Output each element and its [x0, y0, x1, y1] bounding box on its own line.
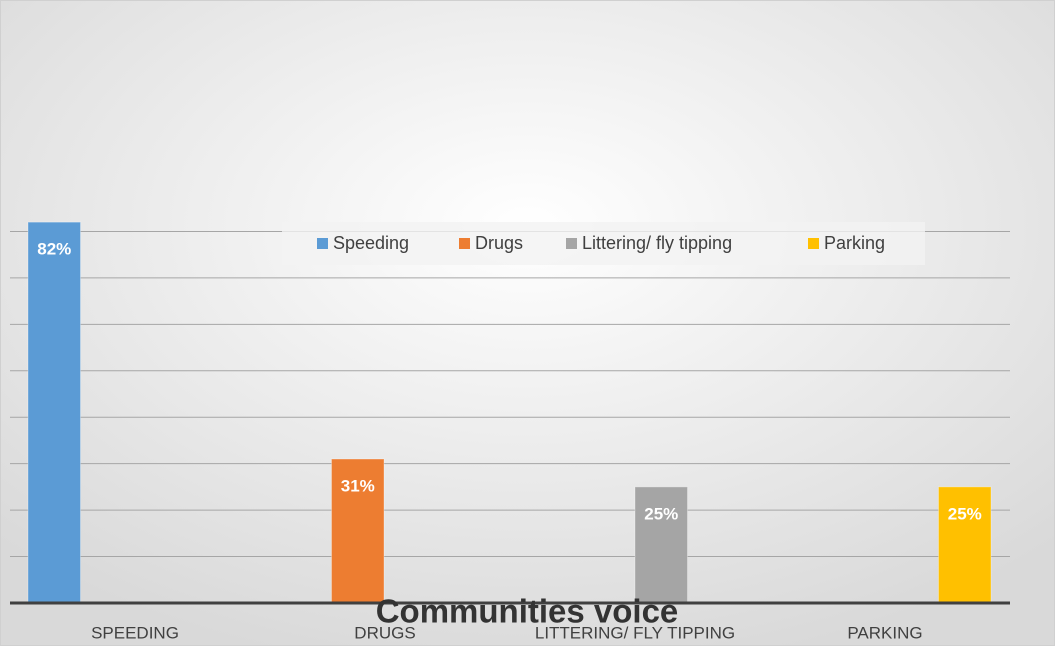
legend-swatch — [566, 238, 577, 249]
legend-swatch — [317, 238, 328, 249]
legend-label: Parking — [824, 233, 885, 253]
bar — [27, 221, 81, 604]
data-label: 25% — [644, 504, 678, 523]
legend-label: Drugs — [475, 233, 523, 253]
bar — [331, 458, 385, 604]
bar — [634, 486, 688, 604]
x-tick-label: LITTERING/ FLY TIPPING — [535, 623, 735, 642]
legend-label: Littering/ fly tipping — [582, 233, 732, 253]
legend-swatch — [808, 238, 819, 249]
x-tick-label: DRUGS — [354, 623, 415, 642]
legend-swatch — [459, 238, 470, 249]
x-tick-label: PARKING — [847, 623, 922, 642]
legend-label: Speeding — [333, 233, 409, 253]
bar — [938, 486, 992, 604]
chart-title: Communities voice — [376, 593, 679, 630]
data-label: 31% — [341, 477, 375, 496]
data-label: 25% — [948, 504, 982, 523]
data-label: 82% — [37, 240, 71, 259]
x-tick-label: SPEEDING — [91, 623, 179, 642]
